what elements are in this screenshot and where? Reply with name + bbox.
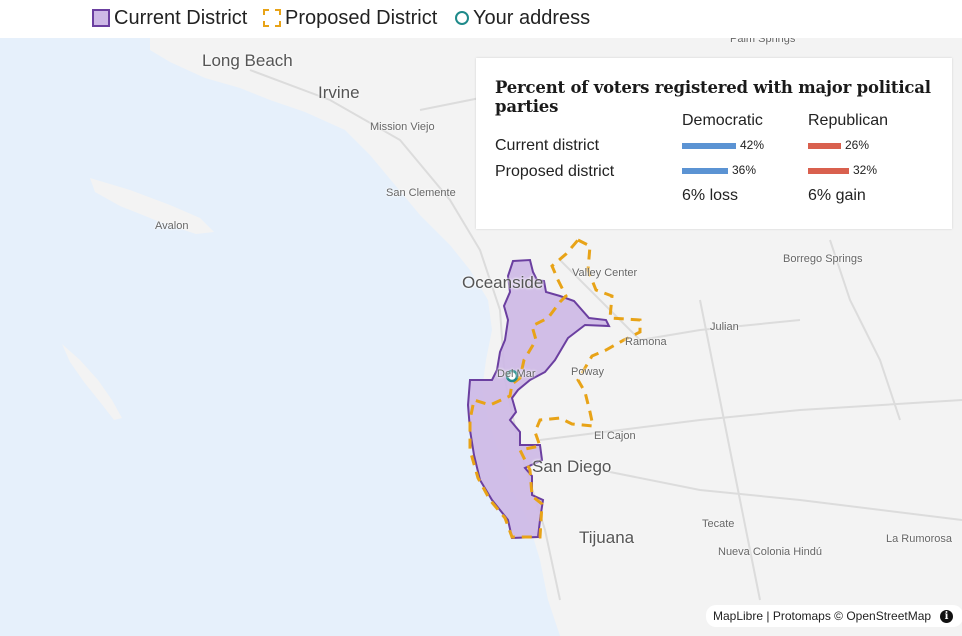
place-long-beach: Long Beach: [202, 51, 293, 70]
card-title: Percent of voters registered with major …: [495, 78, 931, 116]
democratic-value-current: 42%: [740, 138, 765, 152]
current-district-boundary[interactable]: [466, 258, 611, 540]
proposed-district-row-label: Proposed district: [495, 163, 615, 180]
legend-current-label: Current District: [114, 7, 248, 29]
legend-your-address: Your address: [455, 6, 590, 30]
place-irvine: Irvine: [318, 83, 360, 102]
place-la-rumorosa: La Rumorosa: [886, 533, 953, 545]
san-clemente-island: [62, 344, 122, 420]
place-san-diego: San Diego: [532, 457, 612, 476]
democratic-column-header: Democratic: [682, 112, 763, 129]
party-registration-card: Percent of voters registered with major …: [476, 58, 952, 229]
place-avalon: Avalon: [155, 220, 189, 232]
proposed-district-swatch: [263, 9, 281, 27]
place-nueva-colonia-hindu: Nueva Colonia Hindú: [718, 546, 822, 558]
republican-bar-proposed: [808, 168, 849, 174]
republican-change-summary: 6% gain: [808, 187, 866, 204]
address-marker-swatch: [455, 11, 469, 25]
democratic-change-summary: 6% loss: [682, 187, 739, 204]
place-tijuana: Tijuana: [579, 528, 635, 547]
legend-proposed-district: Proposed District: [263, 6, 437, 30]
republican-bar-current: [808, 143, 841, 149]
place-julian: Julian: [710, 321, 739, 333]
map-legend: Current District Proposed District Your …: [0, 0, 962, 38]
attribution-text[interactable]: MapLibre | Protomaps © OpenStreetMap: [713, 609, 932, 623]
place-del-mar: Del Mar: [497, 368, 536, 380]
place-san-clemente: San Clemente: [386, 187, 456, 199]
info-icon[interactable]: i: [940, 609, 954, 623]
republican-value-proposed: 32%: [853, 163, 878, 177]
place-borrego-springs: Borrego Springs: [783, 253, 863, 265]
republican-value-current: 26%: [845, 138, 870, 152]
map-attribution: MapLibre | Protomaps © OpenStreetMap i: [706, 605, 962, 627]
republican-column-header: Republican: [808, 112, 889, 129]
legend-current-district: Current District: [92, 6, 247, 30]
democratic-bar-current: [682, 143, 736, 149]
place-valley-center: Valley Center: [572, 267, 638, 279]
place-el-cajon: El Cajon: [594, 430, 636, 442]
current-district-swatch: [92, 9, 110, 27]
legend-proposed-label: Proposed District: [285, 7, 438, 29]
place-mission-viejo: Mission Viejo: [370, 121, 435, 133]
place-ramona: Ramona: [625, 336, 667, 348]
santa-catalina-island: [90, 178, 214, 234]
democratic-bar-proposed: [682, 168, 728, 174]
current-district-row-label: Current district: [495, 137, 600, 154]
democratic-value-proposed: 36%: [732, 163, 757, 177]
address-marker[interactable]: [505, 369, 519, 383]
proposed-district-boundary[interactable]: [468, 238, 642, 539]
legend-address-label: Your address: [473, 7, 591, 29]
place-tecate: Tecate: [702, 518, 735, 530]
place-poway: Poway: [571, 366, 605, 378]
place-oceanside: Oceanside: [462, 273, 544, 292]
